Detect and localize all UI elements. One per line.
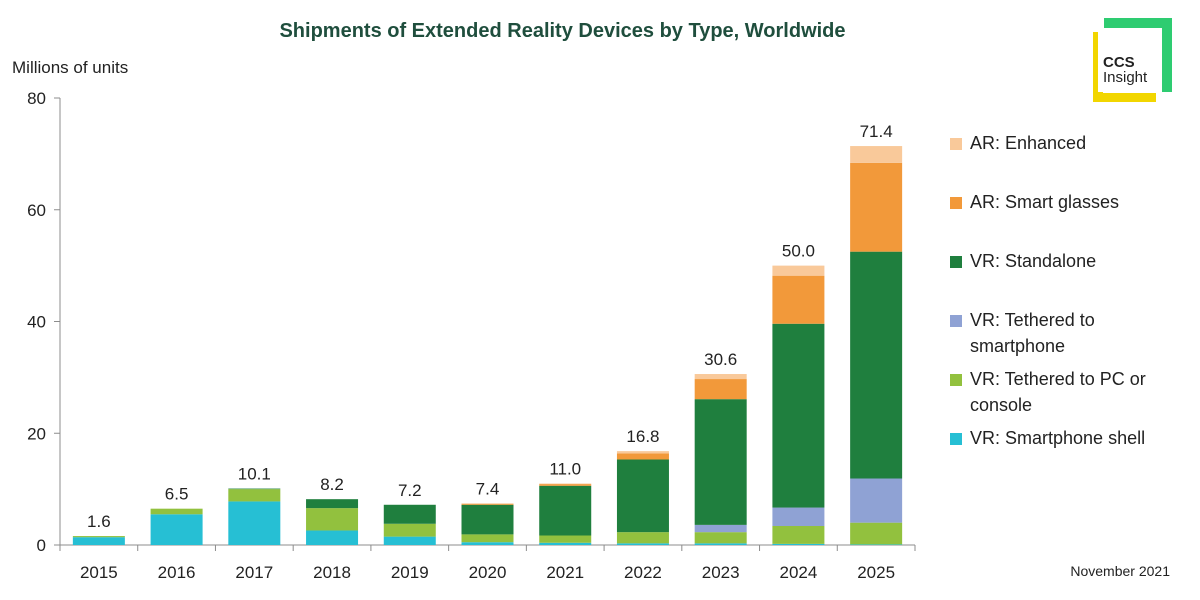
x-tick-label: 2016: [158, 563, 196, 582]
bar-segment-vr-smartphone-shell: [306, 530, 359, 545]
bar-segment-vr-smartphone-shell: [72, 537, 125, 545]
footnote-date: November 2021: [1070, 563, 1170, 579]
bar-segment-vr-standalone: [383, 504, 436, 524]
bar-segment-vr-tethered-to-pc-or-console: [228, 489, 281, 502]
chart-plot: 0 20 40 60 80 1.6 2015 6.5 2016 10.1 2017 8.2 2018 7.…: [27, 89, 916, 582]
bar-segment-vr-tethered-to-pc-or-console: [772, 526, 825, 544]
bar-segment-ar-enhanced: [616, 451, 669, 454]
x-tick-label: 2015: [80, 563, 118, 582]
bar-segment-vr-smartphone-shell: [850, 544, 903, 545]
bar-segment-vr-smartphone-shell: [461, 542, 514, 545]
x-tick-label: 2022: [624, 563, 662, 582]
bar-segment-vr-tethered-to-pc-or-console: [383, 523, 436, 537]
bar-segment-vr-tethered-to-smartphone: [772, 507, 825, 527]
bar-segment-vr-standalone: [616, 459, 669, 533]
bar-segment-vr-tethered-to-pc-or-console: [539, 535, 592, 543]
legend-label: VR: Tethered to smartphone: [970, 310, 1095, 356]
bar-segment-vr-standalone: [694, 399, 747, 525]
bar-segment-vr-smartphone-shell: [616, 543, 669, 545]
bar-total-label: 10.1: [238, 465, 271, 484]
bar-total-label: 30.6: [704, 350, 737, 369]
legend-label: VR: Tethered to PC or console: [970, 369, 1146, 415]
bar-segment-ar-smart-glasses: [616, 453, 669, 460]
bar-segment-vr-standalone: [228, 488, 281, 490]
bar-segment-ar-enhanced: [539, 483, 592, 485]
y-tick-label: 0: [37, 536, 46, 555]
bar-segment-vr-smartphone-shell: [694, 543, 747, 545]
bar-segment-vr-tethered-to-pc-or-console: [616, 532, 669, 544]
bar-total-label: 50.0: [782, 242, 815, 261]
bar-total-label: 1.6: [87, 512, 111, 531]
logo-mark: [1093, 18, 1172, 102]
legend-swatch: [950, 138, 962, 150]
legend-swatch: [950, 374, 962, 386]
bar-segment-vr-standalone: [306, 499, 359, 509]
legend-label: AR: Enhanced: [970, 133, 1087, 153]
bar-segment-ar-smart-glasses: [539, 484, 592, 486]
legend-label: VR: Smartphone shell: [970, 428, 1146, 448]
y-tick-label: 80: [27, 89, 46, 108]
x-tick-label: 2020: [469, 563, 507, 582]
bar-segment-vr-smartphone-shell: [772, 543, 825, 545]
bar-segment-ar-smart-glasses: [850, 162, 903, 252]
bar-total-label: 16.8: [626, 427, 659, 446]
bar-segment-vr-tethered-to-pc-or-console: [72, 536, 125, 538]
bar-segment-vr-tethered-to-pc-or-console: [150, 508, 203, 515]
x-tick-label: 2025: [857, 563, 895, 582]
logo-text: CCS Insight: [1103, 55, 1147, 85]
y-tick-label: 40: [27, 313, 46, 332]
bar-segment-vr-standalone: [539, 485, 592, 536]
y-tick-label: 20: [27, 424, 46, 443]
bar-segment-vr-smartphone-shell: [383, 536, 436, 545]
bar-total-label: 8.2: [320, 475, 344, 494]
bar-segment-ar-smart-glasses: [694, 379, 747, 400]
bar-segment-vr-smartphone-shell: [539, 542, 592, 545]
x-tick-label: 2024: [779, 563, 817, 582]
bar-segment-ar-smart-glasses: [772, 275, 825, 324]
bar-segment-vr-standalone: [850, 251, 903, 479]
bar-segment-ar-enhanced: [850, 146, 903, 163]
bar-segment-vr-standalone: [772, 323, 825, 508]
legend-swatch: [950, 197, 962, 209]
bar-segment-vr-standalone: [461, 504, 514, 535]
legend-swatch: [950, 433, 962, 445]
legend-label: AR: Smart glasses: [970, 192, 1120, 212]
bar-total-label: 71.4: [860, 122, 893, 141]
bar-segment-ar-enhanced: [772, 265, 825, 276]
x-tick-label: 2017: [235, 563, 273, 582]
bar-segment-vr-tethered-to-pc-or-console: [306, 508, 359, 531]
x-tick-label: 2023: [702, 563, 740, 582]
x-tick-label: 2018: [313, 563, 351, 582]
chart-title: Shipments of Extended Reality Devices by…: [279, 20, 846, 42]
bar-total-label: 7.4: [476, 480, 500, 499]
legend-swatch: [950, 315, 962, 327]
bar-total-label: 7.2: [398, 481, 422, 500]
legend-label: VR: Standalone: [970, 251, 1097, 271]
logo-line2: Insight: [1103, 69, 1148, 86]
bar-total-label: 11.0: [549, 460, 581, 479]
y-axis-label: Millions of units: [12, 58, 129, 77]
legend-swatch: [950, 256, 962, 268]
bar-segment-vr-tethered-to-smartphone: [694, 524, 747, 533]
bar-segment-vr-tethered-to-pc-or-console: [461, 534, 514, 543]
bar-segment-vr-smartphone-shell: [228, 501, 281, 545]
x-tick-label: 2019: [391, 563, 429, 582]
bar-segment-vr-tethered-to-pc-or-console: [694, 532, 747, 544]
bar-segment-vr-tethered-to-pc-or-console: [850, 522, 903, 545]
bar-segment-vr-tethered-to-smartphone: [850, 478, 903, 523]
logo-line1: CCS: [1103, 54, 1135, 71]
bar-total-label: 6.5: [165, 485, 189, 504]
bar-segment-vr-smartphone-shell: [150, 514, 203, 545]
bar-segment-ar-enhanced: [694, 374, 747, 380]
bar-segment-ar-smart-glasses: [461, 503, 514, 505]
x-tick-label: 2021: [546, 563, 584, 582]
y-tick-label: 60: [27, 201, 46, 220]
